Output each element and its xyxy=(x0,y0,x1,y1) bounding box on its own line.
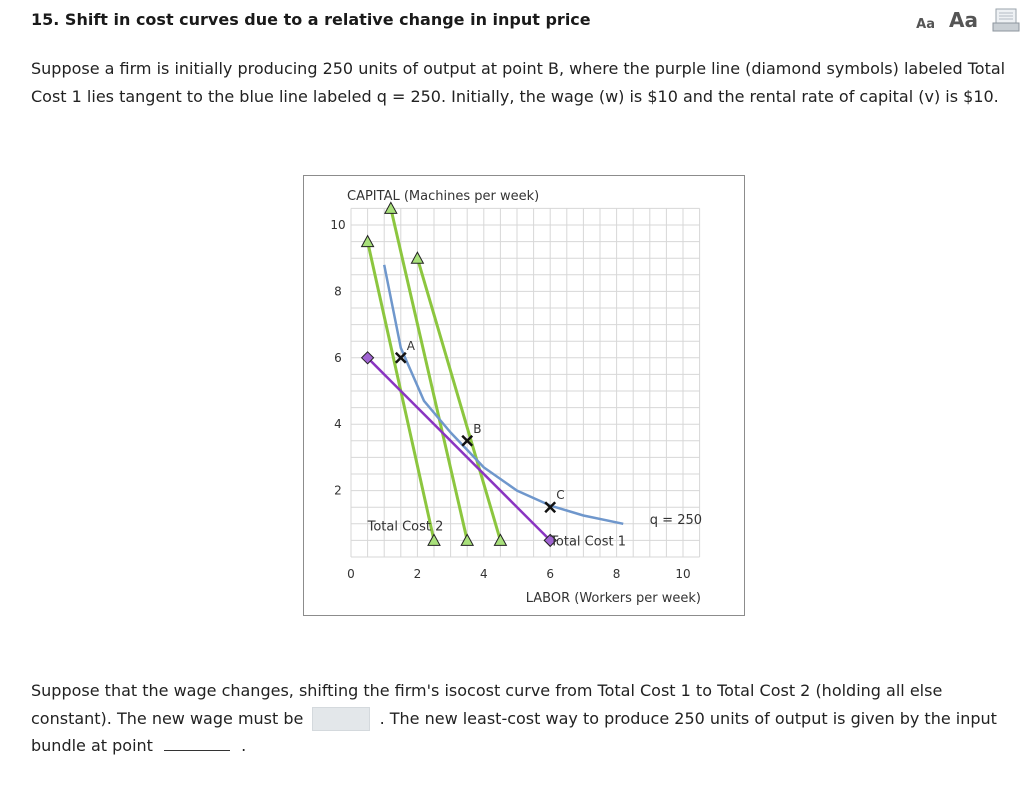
point-marker-a xyxy=(394,351,407,364)
total-cost-1-endpoint-diamond xyxy=(543,533,557,548)
y-tick-label: 10 xyxy=(330,218,345,232)
isoquant-curve xyxy=(382,264,624,526)
point-label-b: B xyxy=(473,422,481,436)
point-answer-blank[interactable] xyxy=(164,732,231,751)
question-text-before: Suppose that the wage changes, shifting … xyxy=(31,681,943,728)
total-cost-1-endpoint-diamond xyxy=(360,351,375,365)
total-cost-2-endpoint-triangle xyxy=(383,201,398,214)
total-cost-2-endpoint-triangle xyxy=(493,533,508,546)
question-paragraph: Suppose that the wage changes, shifting … xyxy=(31,677,1006,760)
font-size-large-button[interactable]: Aa xyxy=(949,8,978,32)
y-tick-label: 4 xyxy=(334,417,342,431)
total-cost-1-line xyxy=(366,356,552,542)
toolbar: Aa Aa xyxy=(916,8,1020,32)
x-axis-label: LABOR (Workers per week) xyxy=(526,591,701,606)
total-cost-1-label: Total Cost 1 xyxy=(549,534,626,549)
x-tick-label: 10 xyxy=(675,567,690,581)
wage-answer-dropdown[interactable] xyxy=(312,707,371,731)
y-axis-label: CAPITAL (Machines per week) xyxy=(347,189,539,204)
y-tick-label: 6 xyxy=(334,351,342,365)
point-marker-b xyxy=(461,434,474,447)
question-text-middle: . The new least-cost way to produce 250 … xyxy=(31,708,997,756)
print-icon[interactable] xyxy=(992,8,1020,32)
x-tick-label: 2 xyxy=(414,567,422,581)
point-label-c: C xyxy=(556,488,564,502)
chart-svg: CAPITAL (Machines per week) LABOR (Worker… xyxy=(330,189,702,606)
total-cost-2-endpoint-triangle xyxy=(427,533,441,546)
total-cost-2-endpoint-triangle xyxy=(360,234,375,248)
font-size-small-button[interactable]: Aa xyxy=(916,17,936,32)
y-tick-label: 8 xyxy=(334,284,342,298)
y-tick-label: 2 xyxy=(334,484,342,498)
point-marker-c xyxy=(544,501,557,514)
intro-paragraph: Suppose a firm is initially producing 25… xyxy=(31,59,1006,106)
point-label-a: A xyxy=(407,339,416,353)
isoquant-label: q = 250 xyxy=(650,513,702,528)
question-title: 15. Shift in cost curves due to a relati… xyxy=(31,10,591,29)
total-cost-2-label: Total Cost 2 xyxy=(367,519,444,534)
x-tick-label: 0 xyxy=(347,567,355,581)
total-cost-2-line xyxy=(415,257,502,541)
x-tick-label: 4 xyxy=(480,567,488,581)
x-tick-label: 8 xyxy=(613,567,621,581)
x-tick-label: 6 xyxy=(546,567,554,581)
isocost-chart: CAPITAL (Machines per week) LABOR (Worker… xyxy=(303,175,745,616)
question-text-end: . xyxy=(241,736,247,755)
total-cost-2-endpoint-triangle xyxy=(460,533,475,546)
total-cost-2-endpoint-triangle xyxy=(410,251,425,264)
total-cost-2-line xyxy=(389,208,469,541)
